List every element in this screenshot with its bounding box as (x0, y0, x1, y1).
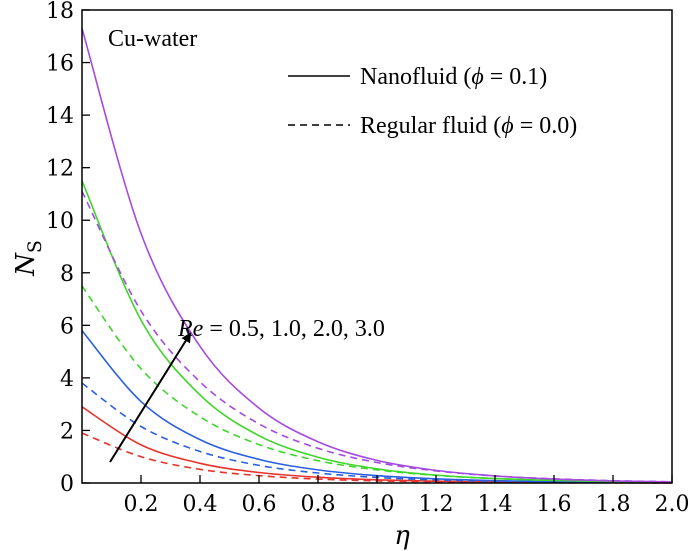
legend-label-regular-fluid: Regular fluid (ϕ = 0.0) (360, 113, 577, 139)
annotation-title: Cu-water (108, 26, 197, 52)
x-tick-label: 1.4 (478, 492, 513, 517)
y-tick-label: 4 (60, 367, 74, 392)
series-line-re-3-solid (81, 28, 673, 483)
trend-arrow (109, 332, 192, 463)
x-tick-label: 0.2 (124, 492, 159, 517)
y-axis-label-main: N (11, 252, 41, 277)
y-tick-label: 8 (60, 262, 74, 287)
x-tick-label: 1.0 (360, 492, 395, 517)
y-axis-label-subscript: S (24, 240, 46, 253)
x-tick-label: 0.6 (242, 492, 277, 517)
y-tick-label: 18 (46, 0, 74, 24)
arrow-label: Re = 0.5, 1.0, 2.0, 3.0 (177, 316, 385, 342)
y-tick-label: 12 (46, 157, 74, 182)
x-axis-label: η (394, 521, 410, 551)
x-tick-label: 0.8 (301, 492, 336, 517)
y-axis-label: NS (11, 240, 46, 277)
series-line-re-0-5-solid (81, 406, 673, 484)
plot-area (81, 28, 673, 484)
series-line-re-1-dashed (81, 382, 673, 484)
series-line-re-2-solid (81, 180, 673, 484)
legend-label-nanofluid: Nanofluid (ϕ = 0.1) (360, 64, 547, 90)
x-tick-label: 1.6 (537, 492, 572, 517)
y-tick-label: 2 (60, 419, 74, 444)
svg-text:NS: NS (11, 240, 46, 277)
y-tick-label: 14 (46, 104, 74, 129)
y-tick-label: 0 (60, 472, 74, 497)
x-tick-label: 1.8 (596, 492, 631, 517)
x-tick-label: 1.2 (419, 492, 454, 517)
y-tick-label: 10 (46, 209, 74, 234)
y-tick-label: 16 (46, 52, 74, 77)
x-tick-label: 2.0 (655, 492, 690, 517)
x-tick-label: 0.4 (183, 492, 218, 517)
legend: Nanofluid (ϕ = 0.1) Regular fluid (ϕ = 0… (288, 64, 577, 139)
series-line-re-3-dashed (81, 190, 673, 483)
series-line-re-2-dashed (81, 285, 673, 484)
y-tick-label: 6 (60, 314, 74, 339)
axis-ticks: 0.2 0.4 0.6 0.8 1.0 1.2 1.4 1.6 1.8 2.0 0 2 4 6 8 10 12 1… (46, 0, 690, 517)
